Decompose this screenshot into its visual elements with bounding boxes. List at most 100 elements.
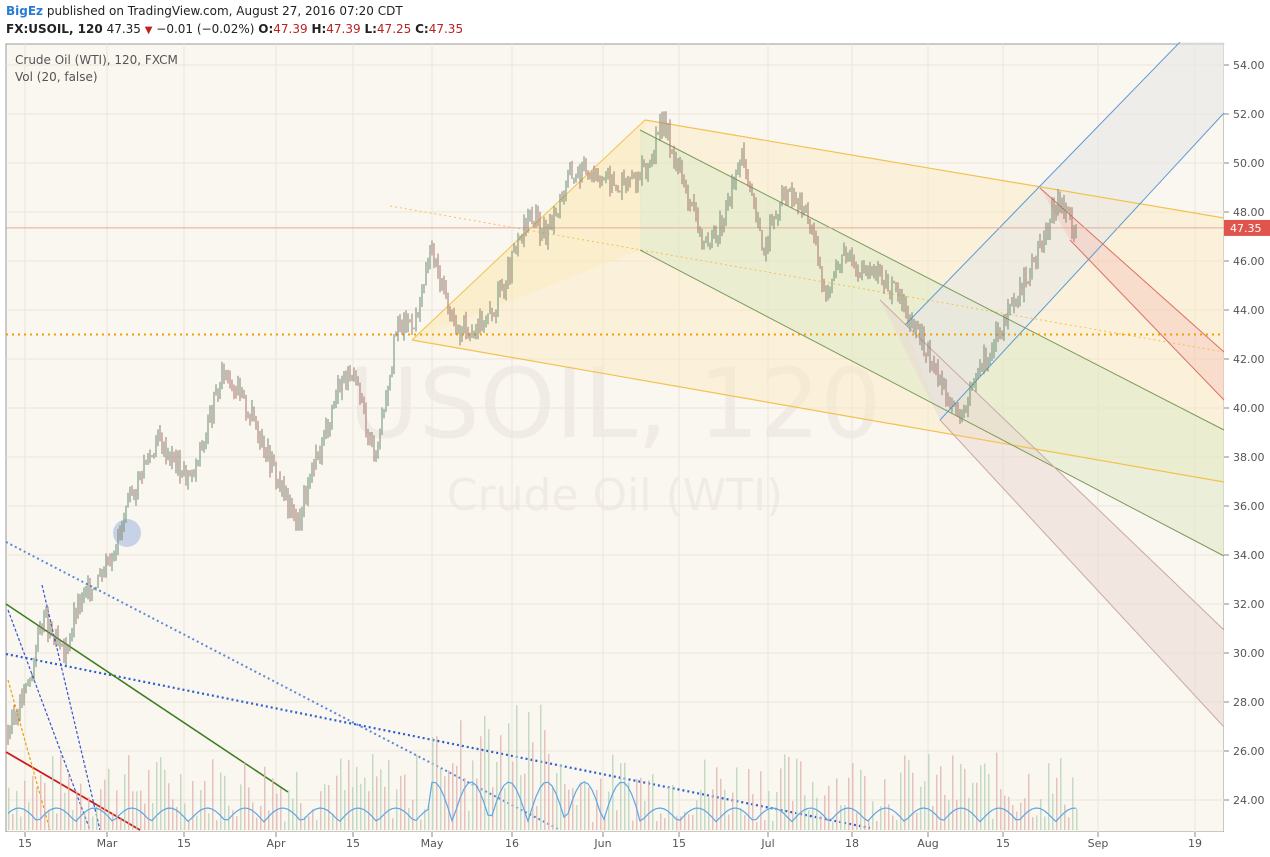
- volume-bar-down: [172, 799, 174, 830]
- volume-bar-up: [528, 712, 530, 830]
- volume-bar-up: [304, 816, 306, 830]
- y-tick-label: 44.00: [1233, 304, 1265, 317]
- volume-bar-up: [284, 821, 286, 830]
- volume-bar-up: [540, 704, 542, 830]
- volume-bar-down: [24, 780, 26, 830]
- volume-bar-down: [616, 810, 618, 830]
- volume-bar-down: [128, 755, 130, 830]
- volume-bar-up: [220, 772, 222, 830]
- volume-bar-down: [500, 735, 502, 830]
- volume-bar-down: [192, 780, 194, 830]
- price-change: −0.01 (−0.02%): [156, 22, 255, 36]
- symbol-label: FX:USOIL, 120: [6, 22, 103, 36]
- volume-bar-down: [56, 813, 58, 830]
- volume-bar-down: [720, 778, 722, 830]
- volume-bar-down: [148, 769, 150, 830]
- volume-bar-up: [576, 805, 578, 830]
- volume-bar-up: [324, 784, 326, 830]
- volume-bar-down: [300, 803, 302, 830]
- y-tick-label: 46.00: [1233, 255, 1265, 268]
- volume-bar-up: [984, 763, 986, 830]
- x-tick-label: Sep: [1088, 837, 1109, 850]
- volume-bar-down: [604, 815, 606, 830]
- volume-bar-down: [656, 821, 658, 830]
- volume-bar-up: [424, 809, 426, 830]
- volume-bar-up: [388, 760, 390, 830]
- x-tick-label: 15: [996, 837, 1010, 850]
- volume-bar-up: [496, 761, 498, 830]
- volume-bar-down: [104, 779, 106, 830]
- volume-bar-down: [876, 821, 878, 830]
- chart-header: BigEz published on TradingView.com, Augu…: [0, 0, 1270, 42]
- volume-bar-down: [60, 755, 62, 830]
- publish-text: published on TradingView.com, August 27,…: [46, 4, 403, 18]
- volume-bar-down: [348, 759, 350, 830]
- close-value: 47.35: [428, 22, 464, 36]
- volume-bar-down: [544, 730, 546, 830]
- y-tick-label: 40.00: [1233, 402, 1265, 415]
- volume-bar-down: [932, 805, 934, 830]
- volume-bar-down: [752, 794, 754, 830]
- volume-bar-down: [636, 778, 638, 830]
- volume-bar-down: [660, 813, 662, 830]
- volume-bar-up: [240, 784, 242, 830]
- volume-bar-up: [624, 762, 626, 830]
- volume-bar-down: [120, 818, 122, 830]
- volume-bar-up: [736, 767, 738, 830]
- volume-bar-down: [456, 765, 458, 830]
- volume-bar-up: [908, 760, 910, 830]
- y-tick-label: 26.00: [1233, 745, 1265, 758]
- volume-bar-down: [964, 768, 966, 830]
- volume-bar-down: [40, 774, 42, 830]
- volume-bar-up: [292, 798, 294, 830]
- volume-bar-up: [972, 782, 974, 830]
- volume-bars: [7, 704, 1078, 830]
- volume-bar-up: [504, 788, 506, 830]
- volume-bar-down: [648, 780, 650, 830]
- volume-bar-up: [28, 802, 30, 830]
- volume-bar-down: [940, 766, 942, 830]
- volume-bar-down: [480, 736, 482, 830]
- volume-bar-up: [152, 803, 154, 830]
- volume-bar-up: [124, 774, 126, 830]
- volume-bar-up: [560, 764, 562, 830]
- volume-bar-up: [52, 756, 54, 830]
- volume-bar-up: [408, 807, 410, 830]
- author-link[interactable]: BigEz: [6, 4, 44, 18]
- volume-bar-down: [712, 789, 714, 830]
- volume-bar-up: [724, 789, 726, 830]
- y-tick-label: 42.00: [1233, 353, 1265, 366]
- x-tick-label: Apr: [266, 837, 286, 850]
- red-channel-upper: [1039, 187, 1225, 353]
- volume-bar-up: [428, 805, 430, 830]
- volume-bar-up: [628, 782, 630, 830]
- y-tick-label: 50.00: [1233, 157, 1265, 170]
- volume-bar-down: [820, 815, 822, 830]
- blue-dotted-trendline-1: [5, 541, 561, 831]
- pink-channel-upper: [879, 299, 1225, 631]
- volume-bar-up: [1076, 808, 1078, 830]
- volume-bar-down: [952, 755, 954, 830]
- volume-bar-up: [840, 805, 842, 830]
- volume-bar-down: [252, 802, 254, 830]
- volume-bar-down: [912, 772, 914, 830]
- low-label: L:: [364, 22, 377, 36]
- volume-bar-up: [96, 805, 98, 830]
- volume-bar-up: [808, 810, 810, 830]
- volume-bar-down: [512, 761, 514, 830]
- volume-bar-up: [1060, 758, 1062, 830]
- x-tick-label: 18: [845, 837, 859, 850]
- volume-bar-up: [196, 815, 198, 830]
- volume-bar-down: [312, 808, 314, 830]
- volume-bar-up: [16, 790, 18, 830]
- low-value: 47.25: [376, 22, 412, 36]
- price-chart[interactable]: USOIL, 120 Crude Oil (WTI) 24.00 26.00 28.…: [0, 42, 1270, 857]
- volume-bar-down: [264, 766, 266, 830]
- volume-bar-down: [788, 756, 790, 830]
- orange-dashed-steep: [7, 679, 51, 831]
- volume-bar-up: [416, 754, 418, 830]
- volume-bar-down: [1056, 777, 1058, 830]
- volume-bar-up: [772, 820, 774, 830]
- x-tick-label: Jul: [760, 837, 774, 850]
- volume-bar-down: [848, 777, 850, 830]
